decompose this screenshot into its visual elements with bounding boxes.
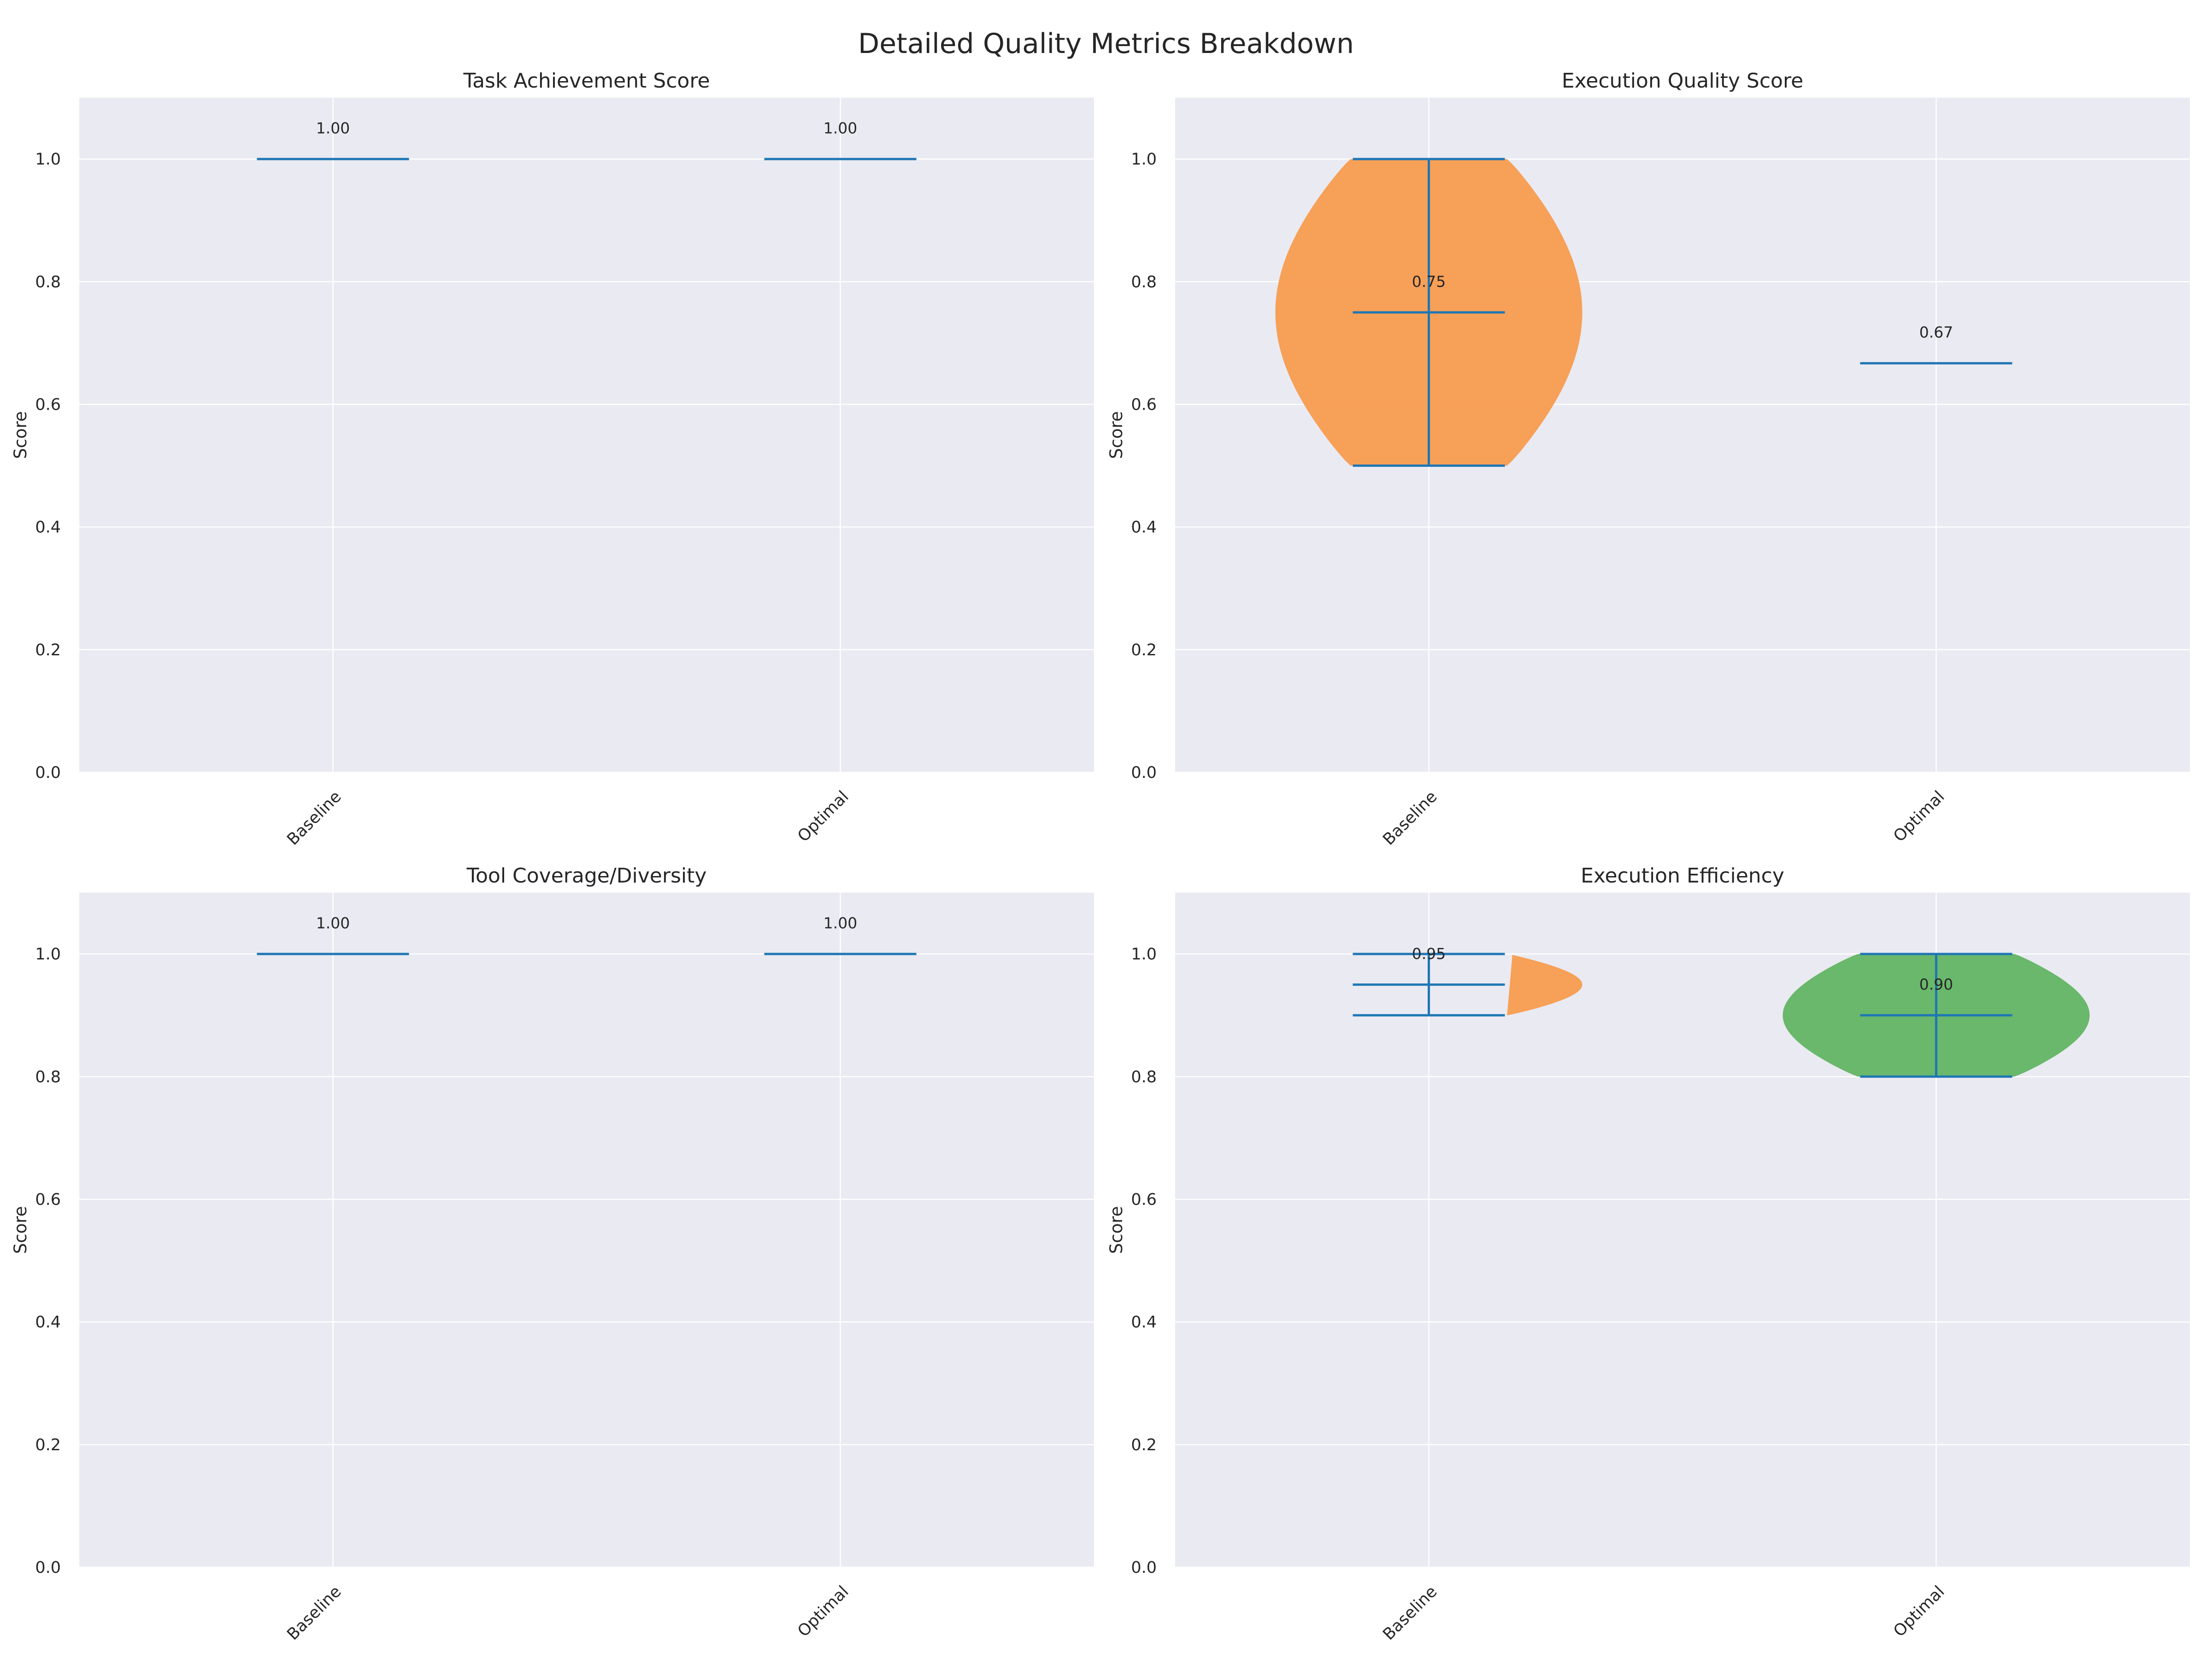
subplot-4: 0.0 0.2 0.4 0.6 0.8 1.0 Baseline Optimal Executi… bbox=[1106, 864, 2190, 1644]
y-tick-label: 1.0 bbox=[35, 945, 61, 964]
y-tick-label: 0.2 bbox=[1131, 1436, 1157, 1454]
violin-optimal: 0.67 bbox=[1860, 324, 2012, 365]
x-tick-label: Baseline bbox=[1379, 788, 1441, 849]
y-tick-label: 0.8 bbox=[1131, 273, 1157, 291]
y-tick-label: 0.0 bbox=[1131, 764, 1157, 782]
data-label: 0.95 bbox=[1412, 945, 1446, 963]
y-tick-label: 0.4 bbox=[35, 1313, 61, 1332]
y-tick-label: 0.8 bbox=[35, 1068, 61, 1086]
y-tick-label: 0.4 bbox=[35, 518, 61, 537]
y-tick-label: 0.2 bbox=[35, 641, 61, 659]
subplot-1: 0.0 0.2 0.4 0.6 0.8 1.0 Baseline Optimal Task Ac… bbox=[11, 69, 1094, 849]
y-axis-label: Score bbox=[11, 1206, 30, 1254]
plot-area bbox=[79, 893, 1094, 1567]
x-tick-label: Optimal bbox=[1890, 788, 1948, 846]
subplot-title: Tool Coverage/Diversity bbox=[466, 864, 707, 888]
x-tick-label: Optimal bbox=[794, 788, 852, 846]
y-tick-label: 0.0 bbox=[35, 1559, 61, 1577]
y-tick-label: 0.0 bbox=[35, 764, 61, 782]
violin-baseline: 0.95 bbox=[1353, 945, 1583, 1017]
subplot-title: Execution Quality Score bbox=[1562, 69, 1803, 93]
data-label: 1.00 bbox=[316, 914, 350, 932]
y-tick-label: 0.8 bbox=[35, 273, 61, 291]
violin-body bbox=[1507, 955, 1583, 1016]
y-tick-label: 0.6 bbox=[1131, 1190, 1157, 1209]
data-label: 1.00 bbox=[824, 119, 857, 137]
y-tick-label: 0.6 bbox=[1131, 395, 1157, 414]
data-label: 1.00 bbox=[316, 119, 350, 137]
y-axis-label: Score bbox=[11, 411, 30, 459]
x-tick-label: Baseline bbox=[283, 788, 345, 849]
figure-title: Detailed Quality Metrics Breakdown bbox=[858, 28, 1354, 60]
y-tick-label: 0.2 bbox=[35, 1436, 61, 1454]
data-label: 0.90 bbox=[1919, 976, 1953, 994]
y-tick-label: 0.6 bbox=[35, 1190, 61, 1209]
y-tick-label: 0.2 bbox=[1131, 641, 1157, 659]
subplot-title: Execution Efficiency bbox=[1581, 864, 1784, 888]
data-label: 1.00 bbox=[824, 914, 857, 932]
y-tick-label: 1.0 bbox=[35, 150, 61, 169]
data-label: 0.75 bbox=[1412, 272, 1446, 290]
violin-baseline: 0.75 bbox=[1275, 158, 1583, 467]
subplot-2: 0.0 0.2 0.4 0.6 0.8 1.0 Baseline Optimal Executi… bbox=[1106, 69, 2190, 849]
y-tick-label: 0.4 bbox=[1131, 1313, 1157, 1332]
subplot-3: 0.0 0.2 0.4 0.6 0.8 1.0 Baseline Optimal Tool Co… bbox=[11, 864, 1094, 1644]
y-tick-label: 1.0 bbox=[1131, 150, 1157, 169]
x-tick-label: Optimal bbox=[1890, 1583, 1948, 1641]
y-tick-label: 0.8 bbox=[1131, 1068, 1157, 1086]
y-tick-label: 0.4 bbox=[1131, 518, 1157, 537]
violin-optimal: 0.90 bbox=[1783, 953, 2090, 1078]
x-tick-label: Baseline bbox=[283, 1583, 345, 1644]
violin-baseline: 1.00 bbox=[257, 119, 409, 160]
y-tick-label: 0.6 bbox=[35, 395, 61, 414]
x-tick-label: Baseline bbox=[1379, 1583, 1441, 1644]
x-tick-label: Optimal bbox=[794, 1583, 852, 1641]
subplot-title: Task Achievement Score bbox=[463, 69, 710, 93]
plot-area bbox=[79, 98, 1094, 772]
violin-baseline: 1.00 bbox=[257, 914, 409, 955]
y-axis-label: Score bbox=[1106, 1206, 1126, 1254]
y-tick-label: 1.0 bbox=[1131, 945, 1157, 964]
y-tick-label: 0.0 bbox=[1131, 1559, 1157, 1577]
violin-optimal: 1.00 bbox=[764, 119, 917, 160]
data-label: 0.67 bbox=[1919, 324, 1953, 341]
y-axis-label: Score bbox=[1106, 411, 1126, 459]
violin-optimal: 1.00 bbox=[764, 914, 917, 955]
